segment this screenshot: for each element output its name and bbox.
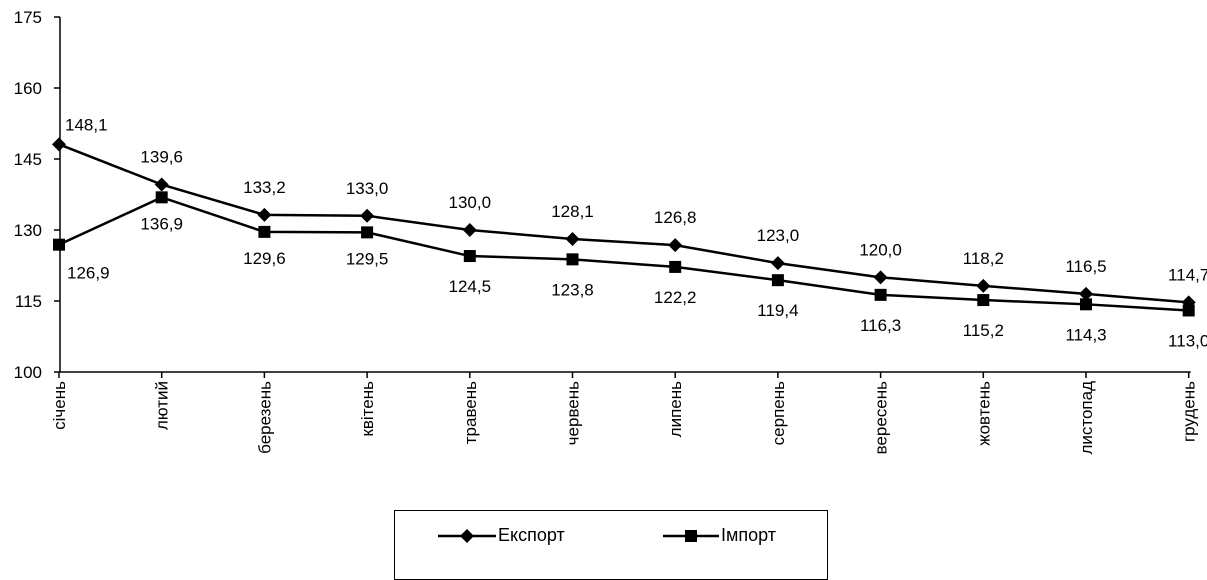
x-axis-ticks: січень лютий березень квітень травень червень… — [50, 372, 1199, 455]
export-point — [976, 278, 991, 293]
chart-axes — [59, 17, 1191, 373]
import-point — [463, 250, 476, 263]
y-tick-label: 115 — [15, 292, 42, 311]
import-data-label: 126,9 — [67, 264, 110, 283]
export-data-label: 133,2 — [243, 178, 286, 197]
x-tick-label: березень — [255, 381, 274, 454]
export-data-label: 114,7 — [1168, 265, 1207, 284]
chart-legend: Експорт Імпорт — [394, 510, 828, 580]
x-tick-label: серпень — [769, 381, 788, 445]
import-data-label: 115,2 — [963, 321, 1004, 340]
import-data-label: 114,3 — [1065, 325, 1106, 344]
export-point — [873, 270, 888, 285]
import-point — [977, 294, 990, 307]
import-data-label: 113,0 — [1168, 331, 1207, 350]
x-tick-label: липень — [666, 381, 685, 437]
import-point — [669, 260, 682, 273]
import-point — [874, 288, 887, 301]
export-point — [565, 231, 580, 246]
line-chart: 100 115 130 145 160 175 січень лютий березень кв… — [14, 8, 1207, 455]
export-point — [668, 238, 683, 253]
legend-item-export: Експорт — [438, 525, 565, 546]
export-data-label: 126,8 — [654, 208, 697, 227]
import-data-label: 116,3 — [860, 316, 901, 335]
y-tick-label: 145 — [14, 150, 42, 169]
y-tick-label: 100 — [14, 363, 42, 382]
import-data-label: 122,2 — [654, 288, 697, 307]
export-data-label: 116,5 — [1065, 257, 1106, 276]
y-axis-ticks: 100 115 130 145 160 175 — [14, 8, 60, 382]
export-point — [52, 137, 66, 152]
diamond-marker-icon — [438, 528, 496, 543]
export-point — [462, 223, 477, 237]
export-data-label: 130,0 — [449, 193, 492, 212]
x-tick-label: листопад — [1077, 381, 1096, 455]
import-point — [155, 191, 168, 204]
series-line-export — [58, 143, 1189, 304]
import-point — [53, 238, 65, 251]
legend-label-export: Експорт — [498, 525, 565, 545]
import-data-label: 119,4 — [757, 301, 798, 320]
export-point — [770, 256, 785, 271]
x-tick-label: січень — [50, 381, 69, 430]
import-data-label: 124,5 — [449, 277, 492, 296]
export-data-label: 139,6 — [140, 148, 183, 167]
square-marker-icon — [663, 529, 719, 542]
export-data-label: 133,0 — [346, 179, 389, 198]
y-tick-label: 160 — [14, 79, 42, 98]
legend-item-import: Імпорт — [663, 525, 776, 546]
export-data-label: 148,1 — [65, 115, 108, 134]
data-labels: 148,1 139,6 133,2 133,0 130,0 128,1 126,8 123,0… — [65, 115, 1207, 350]
y-tick-label: 175 — [14, 8, 42, 27]
export-data-label: 120,0 — [859, 240, 902, 259]
x-tick-label: червень — [564, 381, 583, 445]
series-line-import — [58, 195, 1189, 312]
import-point — [1080, 298, 1092, 311]
x-tick-label: квітень — [358, 381, 377, 437]
import-data-label: 123,8 — [551, 280, 594, 299]
x-tick-label: вересень — [872, 381, 891, 455]
export-point — [1079, 286, 1093, 301]
y-tick-label: 130 — [14, 221, 42, 240]
export-point — [257, 207, 272, 222]
x-tick-label: жовтень — [974, 381, 993, 446]
export-data-label: 123,0 — [757, 226, 800, 245]
export-data-label: 128,1 — [551, 202, 594, 221]
import-point — [566, 253, 579, 266]
import-point — [258, 225, 271, 238]
import-point — [1182, 304, 1195, 317]
export-point — [154, 177, 169, 192]
import-data-label: 129,6 — [243, 249, 286, 268]
export-data-label: 118,2 — [963, 249, 1004, 268]
x-tick-label: травень — [461, 381, 480, 444]
chart-series — [52, 137, 1196, 317]
x-tick-label: грудень — [1180, 381, 1199, 442]
import-point — [771, 274, 784, 287]
x-tick-label: лютий — [153, 381, 172, 430]
legend-label-import: Імпорт — [721, 525, 776, 545]
import-data-label: 136,9 — [140, 214, 183, 233]
import-point — [361, 226, 374, 239]
import-data-label: 129,5 — [346, 249, 389, 268]
export-point — [360, 208, 375, 223]
